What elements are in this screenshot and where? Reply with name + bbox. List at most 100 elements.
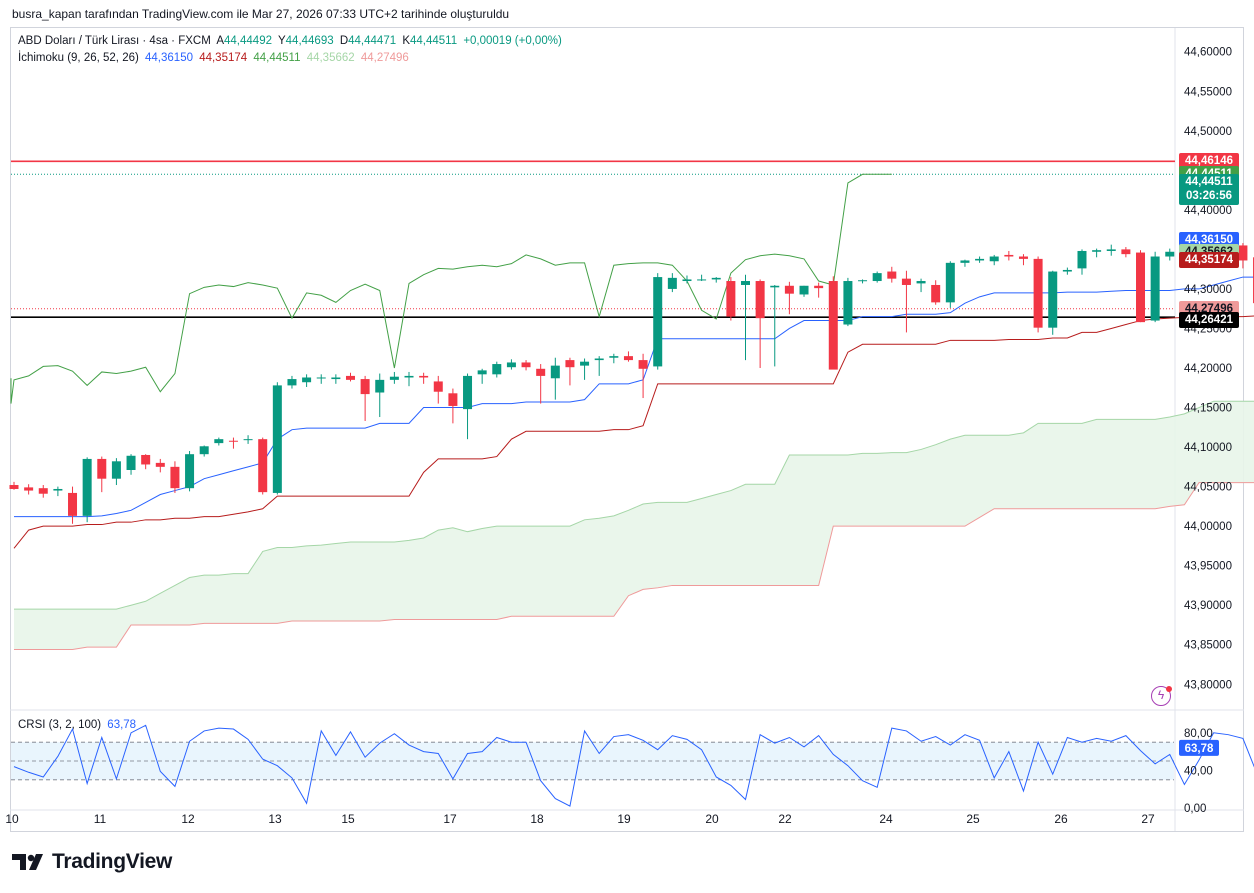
span-b-line — [14, 482, 1254, 650]
tradingview-logo-icon — [12, 854, 43, 870]
price-tag-value: 44,44511 — [1185, 176, 1233, 189]
candle-body — [814, 285, 824, 289]
candle-body — [1033, 258, 1043, 328]
open-label: A — [216, 35, 225, 47]
time-axis-label: 11 — [94, 812, 107, 826]
price-tick-label: 43,95000 — [1184, 561, 1232, 573]
candle-body — [1238, 245, 1248, 261]
candle-body — [1077, 250, 1087, 269]
time-axis-label: 15 — [341, 812, 355, 826]
crsi-current-tag-label: 63,78 — [1185, 743, 1214, 755]
candle-body — [258, 439, 268, 493]
ichimoku-chikou-value: 44,44511 — [253, 52, 301, 64]
time-axis-label: 25 — [966, 812, 980, 826]
candle-body — [170, 466, 180, 489]
candle-body — [623, 356, 633, 361]
ichimoku-span-a-value: 44,35662 — [306, 52, 355, 64]
candle-body — [565, 360, 575, 368]
time-axis-label: 22 — [778, 812, 792, 826]
time-axis-label: 12 — [181, 812, 195, 826]
candle-body — [770, 285, 780, 288]
candle-body — [784, 285, 794, 294]
candle-body — [667, 277, 677, 289]
candle-body — [141, 454, 151, 465]
countdown-timer: 03:26:56 — [1185, 190, 1233, 203]
candle-body — [697, 279, 707, 281]
candle-body — [901, 278, 911, 285]
attribution-text: busra_kapan tarafından TradingView.com i… — [12, 7, 510, 21]
time-axis-label: 26 — [1054, 812, 1068, 826]
candle-body — [989, 256, 999, 262]
candle-body — [1121, 249, 1131, 255]
candle-body — [448, 393, 458, 406]
candle-body — [858, 280, 868, 282]
time-axis-label: 17 — [443, 812, 457, 826]
price-tag-5: 44,35174 — [1179, 251, 1239, 268]
candle-body — [1165, 251, 1175, 257]
candle-body — [419, 375, 429, 378]
candle-body — [843, 281, 853, 325]
candle-body — [243, 439, 253, 441]
candle-body — [272, 385, 282, 493]
crsi-tick-label: 40,00 — [1184, 765, 1213, 777]
candle-body — [316, 377, 326, 379]
candle-body — [975, 258, 985, 261]
candle-body — [375, 379, 385, 393]
candle-body — [916, 281, 926, 284]
candle-body — [404, 375, 414, 378]
candle-body — [389, 376, 399, 380]
price-tick-label: 44,15000 — [1184, 403, 1232, 415]
crsi-title[interactable]: CRSI (3, 2, 100) — [18, 719, 102, 731]
candle-body — [463, 375, 473, 410]
candle-body — [1136, 252, 1146, 323]
ichimoku-kijun-value: 44,35174 — [199, 52, 248, 64]
candle-body — [550, 365, 560, 379]
candle-body — [521, 362, 531, 368]
time-axis-label: 13 — [268, 812, 282, 826]
crsi-current-value: 63,78 — [107, 719, 137, 731]
ichimoku-title[interactable]: İchimoku (9, 26, 52, 26) — [18, 52, 139, 64]
candle-body — [199, 446, 209, 455]
alert-bolt-icon[interactable]: ϟ — [1151, 686, 1171, 706]
tradingview-logo[interactable]: TradingView — [12, 850, 172, 874]
crsi-current-tag — [1179, 739, 1219, 756]
price-tick-label: 43,90000 — [1184, 600, 1232, 612]
price-tick-label: 44,60000 — [1184, 47, 1232, 59]
candle-body — [960, 260, 970, 263]
candle-body — [287, 379, 297, 386]
kijun-line — [13, 315, 1254, 549]
candle-body — [228, 440, 238, 442]
low-label: D — [339, 35, 349, 47]
candle-body — [53, 488, 63, 491]
candle-body — [433, 381, 443, 392]
candle-body — [1004, 254, 1014, 257]
candle-body — [741, 281, 750, 285]
candle-body — [9, 485, 19, 489]
price-tag-0: 44,46146 — [1179, 153, 1239, 170]
symbol-title[interactable]: ABD Doları / Türk Lirası · 4sa · FXCM — [18, 35, 211, 47]
price-tick-label: 44,10000 — [1184, 442, 1232, 454]
candle-body — [360, 379, 370, 395]
candle-body — [214, 439, 224, 444]
price-tick-label: 44,40000 — [1184, 205, 1232, 217]
candle-body — [536, 368, 546, 376]
price-tick-label: 44,30000 — [1184, 284, 1232, 296]
price-tick-label: 43,85000 — [1184, 640, 1232, 652]
price-tick-label: 44,05000 — [1184, 482, 1232, 494]
time-axis-label: 24 — [879, 812, 893, 826]
high-label: Y — [277, 35, 286, 47]
candle-body — [1092, 250, 1102, 252]
candle-body — [799, 285, 809, 295]
candle-body — [111, 461, 121, 479]
price-tick-label: 44,50000 — [1184, 126, 1232, 138]
price-tick-label: 44,20000 — [1184, 363, 1232, 375]
candle-body — [828, 281, 838, 370]
candle-body — [726, 281, 736, 317]
candle-body — [345, 375, 355, 380]
ichimoku-cloud — [14, 401, 1254, 650]
candle-body — [24, 487, 34, 491]
candle-body — [302, 377, 312, 383]
price-tick-label: 44,00000 — [1184, 521, 1232, 533]
notification-dot-icon — [1166, 686, 1172, 692]
